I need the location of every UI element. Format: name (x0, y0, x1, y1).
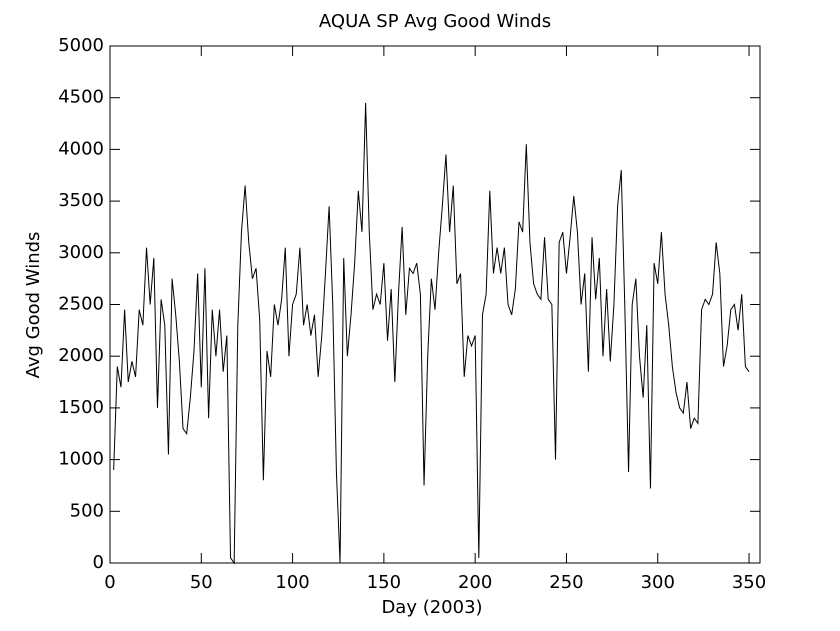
y-tick-label: 5000 (58, 35, 104, 56)
x-tick-label: 0 (104, 572, 115, 593)
y-tick-label: 2500 (58, 294, 104, 315)
chart-title: AQUA SP Avg Good Winds (319, 11, 551, 32)
x-tick-label: 50 (190, 572, 213, 593)
x-tick-label: 150 (367, 572, 401, 593)
y-tick-label: 2000 (58, 345, 104, 366)
x-axis-label: Day (2003) (381, 597, 482, 618)
y-tick-label: 1000 (58, 449, 104, 470)
y-tick-label: 4500 (58, 87, 104, 108)
y-tick-label: 1500 (58, 397, 104, 418)
x-tick-label: 350 (732, 572, 766, 593)
x-tick-label: 300 (641, 572, 675, 593)
y-tick-label: 3000 (58, 242, 104, 263)
y-axis-label: Avg Good Winds (23, 232, 44, 379)
y-tick-label: 500 (70, 500, 104, 521)
y-tick-label: 4000 (58, 138, 104, 159)
y-tick-label: 0 (93, 552, 104, 573)
x-tick-label: 100 (275, 572, 309, 593)
x-tick-label: 200 (458, 572, 492, 593)
x-tick-label: 250 (549, 572, 583, 593)
y-tick-label: 3500 (58, 190, 104, 211)
data-line (113, 102, 750, 565)
